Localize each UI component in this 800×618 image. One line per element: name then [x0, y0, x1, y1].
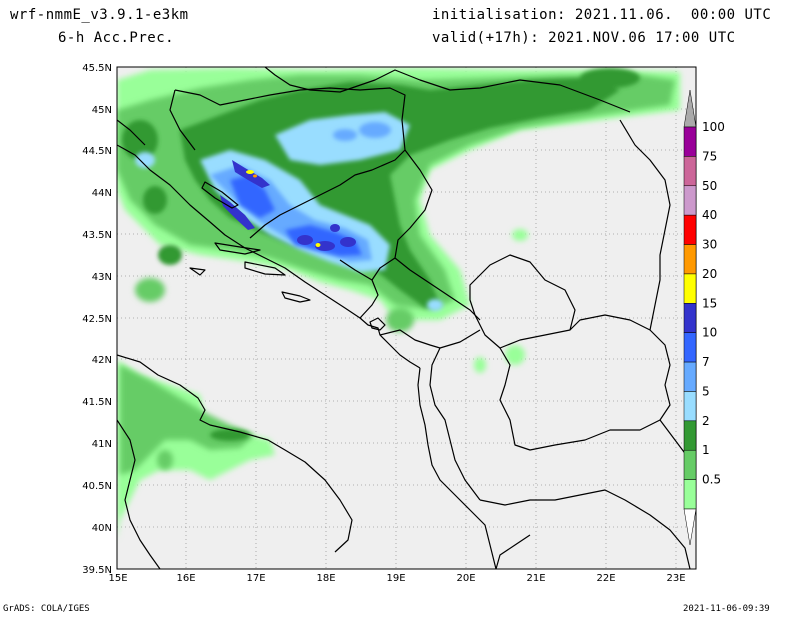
colorbar-label: 30: [702, 238, 717, 252]
colorbar-label: 50: [702, 179, 717, 193]
render-timestamp: 2021-11-06-09:39: [683, 604, 770, 614]
lat-label: 41N: [92, 439, 112, 450]
colorbar-swatch: [683, 214, 697, 245]
lat-label: 42N: [92, 355, 112, 366]
longitude-labels: 15E 16E 17E 18E 19E 20E 21E 22E 23E: [108, 573, 685, 584]
lat-label: 39.5N: [82, 565, 112, 576]
lon-label: 23E: [666, 573, 685, 584]
lat-label: 43N: [92, 272, 112, 283]
lat-label: 40.5N: [82, 481, 112, 492]
lat-label: 45N: [92, 105, 112, 116]
colorbar-swatch: [683, 420, 697, 451]
colorbar-swatch: [683, 244, 697, 275]
lon-label: 21E: [526, 573, 545, 584]
colorbar-bottom-arrow: [683, 508, 697, 546]
colorbar-label: 15: [702, 296, 717, 310]
colorbar-swatch: [683, 391, 697, 422]
colorbar-swatch: [683, 185, 697, 216]
lat-label: 44.5N: [82, 146, 112, 157]
lat-label: 43.5N: [82, 230, 112, 241]
grads-credit: GrADS: COLA/IGES: [3, 604, 90, 614]
colorbar-swatch: [683, 273, 697, 304]
init-time: initialisation: 2021.11.06. 00:00 UTC: [432, 7, 772, 23]
colorbar-swatch: [683, 449, 697, 480]
lon-label: 18E: [316, 573, 335, 584]
colorbar-swatch: [683, 332, 697, 363]
colorbar-label: 40: [702, 208, 717, 222]
lon-label: 22E: [596, 573, 615, 584]
lat-label: 45.5N: [82, 63, 112, 74]
valid-time: valid(+17h): 2021.NOV.06 17:00 UTC: [432, 30, 736, 46]
precipitation-field: [117, 68, 680, 540]
colorbar-label: 10: [702, 326, 717, 340]
colorbar-label: 100: [702, 120, 725, 134]
lat-label: 42.5N: [82, 314, 112, 325]
latitude-labels: 45.5N 45N 44.5N 44N 43.5N 43N 42.5N 42N …: [82, 63, 112, 576]
country-borders: [117, 67, 696, 569]
colorbar-label: 0.5: [702, 473, 721, 487]
colorbar-swatch: [683, 303, 697, 333]
colorbar-label: 1: [702, 443, 710, 457]
colorbar-swatch: [683, 156, 697, 187]
lon-label: 15E: [108, 573, 127, 584]
lon-label: 20E: [456, 573, 475, 584]
lat-label: 41.5N: [82, 397, 112, 408]
model-title: wrf-nmmE_v3.9.1-e3km: [10, 7, 189, 23]
lon-label: 17E: [246, 573, 265, 584]
colorbar-label: 5: [702, 384, 710, 398]
colorbar-swatch: [683, 126, 697, 157]
colorbar-swatch: [683, 479, 697, 510]
lat-label: 44N: [92, 188, 112, 199]
colorbar-label: 7: [702, 355, 710, 369]
colorbar-label: 2: [702, 414, 710, 428]
lon-label: 16E: [176, 573, 195, 584]
colorbar-label: 75: [702, 149, 717, 163]
lat-label: 40N: [92, 523, 112, 534]
field-title: 6-h Acc.Prec.: [58, 30, 175, 46]
colorbar-label: 20: [702, 267, 717, 281]
lon-label: 19E: [386, 573, 405, 584]
colorbar-swatch: [683, 361, 697, 392]
